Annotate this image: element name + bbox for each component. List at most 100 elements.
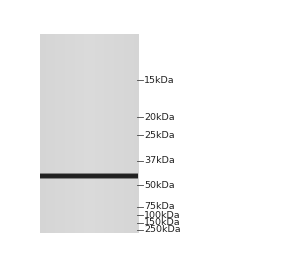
Bar (68, 34, 69, 233)
Bar (134, 34, 135, 233)
Bar (127, 34, 128, 233)
Bar (97, 34, 98, 233)
Bar (135, 34, 136, 233)
Bar (59, 34, 60, 233)
Bar (40, 34, 42, 233)
Bar (50, 34, 52, 233)
Bar (66, 34, 67, 233)
Bar (40, 173, 138, 176)
Bar (105, 34, 106, 233)
Bar (57, 34, 58, 233)
Bar (78, 34, 80, 233)
Bar (65, 34, 66, 233)
Bar (50, 34, 51, 233)
Bar (125, 34, 126, 233)
Bar (95, 34, 96, 233)
Bar (71, 34, 72, 233)
Text: 25kDa: 25kDa (144, 131, 175, 140)
Text: 15kDa: 15kDa (144, 76, 175, 85)
Bar (55, 34, 56, 233)
Text: 50kDa: 50kDa (144, 181, 175, 190)
Bar (45, 34, 46, 233)
Bar (87, 34, 89, 233)
Bar (126, 34, 127, 233)
Bar (101, 34, 102, 233)
Bar (59, 34, 61, 233)
Bar (93, 34, 94, 233)
Bar (107, 34, 108, 233)
Bar (116, 34, 117, 233)
Bar (119, 34, 121, 233)
Bar (94, 34, 95, 233)
Bar (44, 34, 45, 233)
Bar (40, 175, 138, 179)
Bar (48, 34, 49, 233)
Bar (97, 34, 98, 233)
Bar (117, 34, 118, 233)
Bar (98, 34, 99, 233)
Bar (40, 173, 138, 177)
Bar (56, 34, 57, 233)
Bar (53, 34, 54, 233)
Bar (100, 34, 101, 233)
Bar (47, 34, 48, 233)
Text: 100kDa: 100kDa (144, 210, 181, 220)
Bar (92, 34, 93, 233)
Bar (85, 34, 86, 233)
Bar (86, 34, 87, 233)
Bar (40, 176, 138, 180)
Bar (122, 34, 123, 233)
Bar (63, 34, 64, 233)
Bar (46, 34, 47, 233)
Bar (78, 34, 79, 233)
Bar (58, 34, 59, 233)
Bar (92, 34, 93, 233)
Bar (69, 34, 70, 233)
Bar (74, 34, 75, 233)
Bar (110, 34, 111, 233)
Bar (102, 34, 103, 233)
Bar (77, 34, 78, 233)
Bar (52, 34, 53, 233)
Bar (76, 34, 77, 233)
Bar (132, 34, 133, 233)
Text: 20kDa: 20kDa (144, 112, 175, 121)
Bar (131, 34, 132, 233)
Bar (42, 34, 43, 233)
Bar (41, 34, 42, 233)
Bar (112, 34, 113, 233)
Bar (60, 34, 61, 233)
Bar (109, 34, 110, 233)
Bar (40, 34, 41, 233)
Bar (46, 34, 47, 233)
Bar (101, 34, 102, 233)
Text: 250kDa: 250kDa (144, 225, 181, 234)
Bar (91, 34, 92, 233)
Bar (89, 34, 90, 233)
Bar (43, 34, 44, 233)
Bar (87, 34, 88, 233)
Bar (54, 34, 55, 233)
Bar (108, 34, 109, 233)
Bar (70, 34, 71, 233)
Bar (79, 34, 80, 233)
Bar (51, 34, 52, 233)
Bar (118, 34, 119, 233)
Bar (96, 34, 97, 233)
Bar (136, 34, 137, 233)
Bar (125, 34, 126, 233)
Bar (80, 34, 81, 233)
Bar (111, 34, 112, 233)
Bar (119, 34, 120, 233)
Bar (103, 34, 104, 233)
Bar (83, 34, 84, 233)
Bar (88, 34, 89, 233)
Bar (123, 34, 124, 233)
Bar (90, 34, 91, 233)
Bar (121, 34, 122, 233)
Bar (137, 34, 138, 233)
Bar (110, 34, 112, 233)
Bar (115, 34, 117, 233)
Bar (99, 34, 100, 233)
Text: 150kDa: 150kDa (144, 218, 181, 227)
